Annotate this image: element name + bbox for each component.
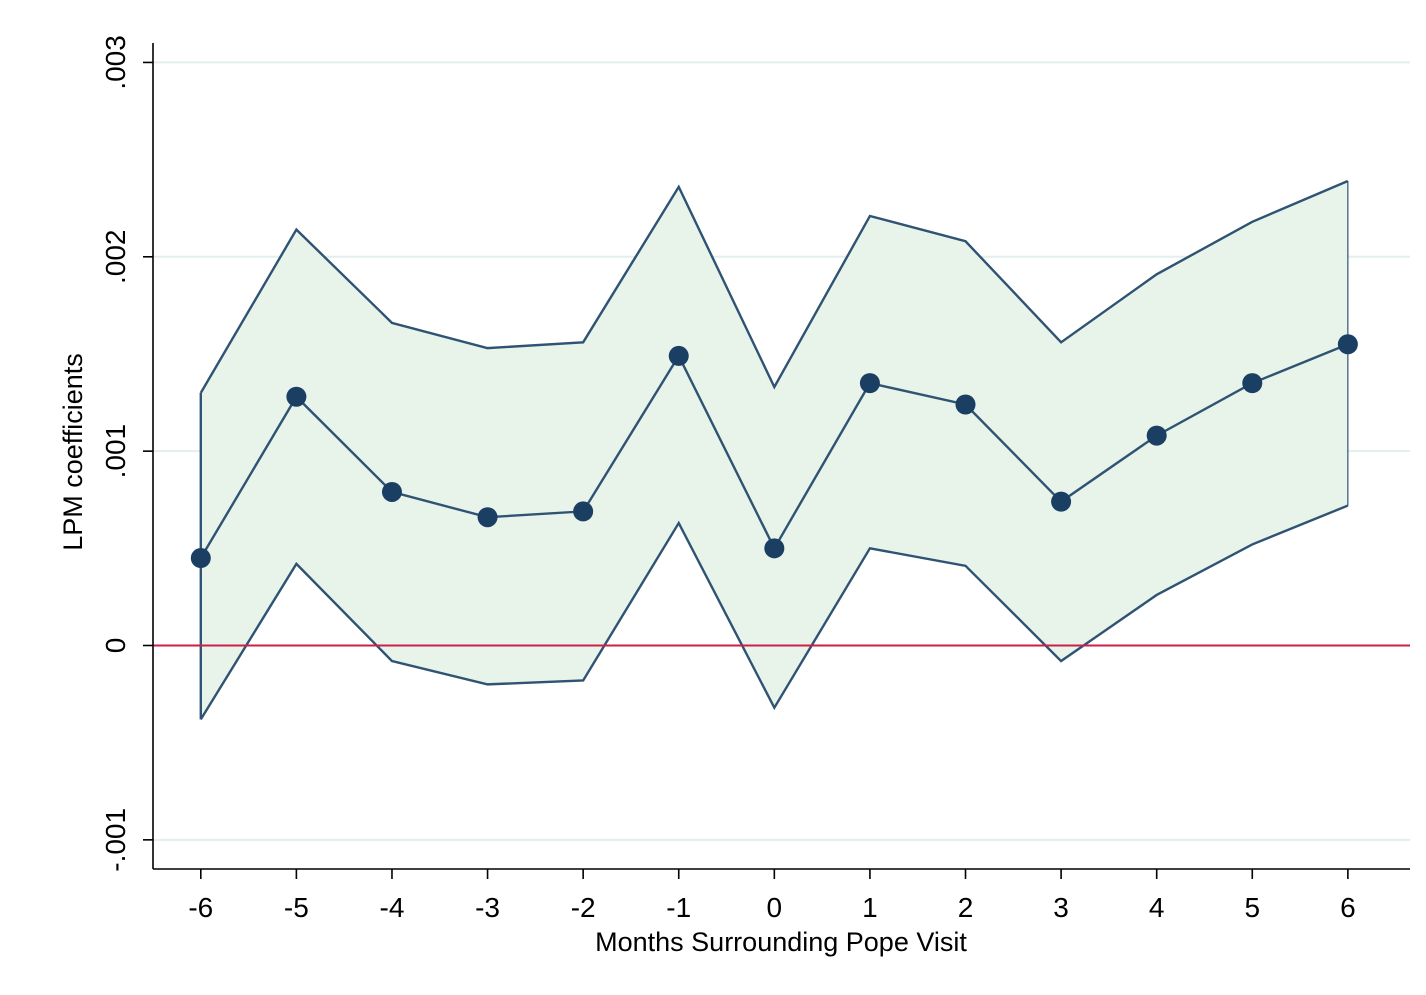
x-tick-label-3: -3 xyxy=(475,892,500,923)
data-point--3 xyxy=(477,507,498,528)
x-tick-label-4: -2 xyxy=(571,892,596,923)
y-axis-ticks: -.001 0 .001 .002 .003 xyxy=(100,35,153,872)
x-tick-label-8: 2 xyxy=(958,892,974,923)
data-point-0 xyxy=(764,538,785,559)
confidence-band xyxy=(199,179,1349,720)
y-tick-label-4: .003 xyxy=(100,35,131,90)
x-tick-label-1: -5 xyxy=(284,892,309,923)
data-point--4 xyxy=(381,481,402,502)
x-tick-label-10: 4 xyxy=(1149,892,1165,923)
data-point-4 xyxy=(1146,425,1167,446)
y-tick-label-3: .002 xyxy=(100,230,131,285)
y-tick-label-0: -.001 xyxy=(100,808,131,872)
y-tick-label-1: 0 xyxy=(100,638,131,654)
x-tick-label-7: 1 xyxy=(862,892,878,923)
data-point-3 xyxy=(1051,491,1072,512)
data-point-2 xyxy=(955,394,976,415)
x-tick-label-6: 0 xyxy=(767,892,783,923)
ci-band-fill xyxy=(200,180,1348,720)
x-tick-label-2: -4 xyxy=(380,892,405,923)
y-axis-title: LPM coefficients xyxy=(58,353,88,551)
x-axis-title: Months Surrounding Pope Visit xyxy=(595,927,967,957)
axes: -.001 0 .001 .002 .003 -6 -5 -4 -3 -2 -1 0 1 2 3 4 5 6 xyxy=(100,35,1410,923)
data-point-6 xyxy=(1337,334,1358,355)
ci-upper-line xyxy=(199,179,1349,394)
x-tick-label-0: -6 xyxy=(188,892,213,923)
data-point--2 xyxy=(573,501,594,522)
data-point--5 xyxy=(286,386,307,407)
data-point--6 xyxy=(190,548,211,569)
y-tick-label-2: .001 xyxy=(100,424,131,479)
data-point--1 xyxy=(668,345,689,366)
x-tick-label-11: 5 xyxy=(1244,892,1260,923)
data-point-1 xyxy=(859,373,880,394)
x-tick-label-9: 3 xyxy=(1053,892,1069,923)
ci-lower-line xyxy=(199,504,1349,720)
series xyxy=(190,334,1358,569)
x-axis-ticks: -6 -5 -4 -3 -2 -1 0 1 2 3 4 5 6 xyxy=(188,869,1356,923)
data-point-5 xyxy=(1242,373,1263,394)
x-tick-label-5: -1 xyxy=(666,892,691,923)
x-tick-label-12: 6 xyxy=(1340,892,1356,923)
